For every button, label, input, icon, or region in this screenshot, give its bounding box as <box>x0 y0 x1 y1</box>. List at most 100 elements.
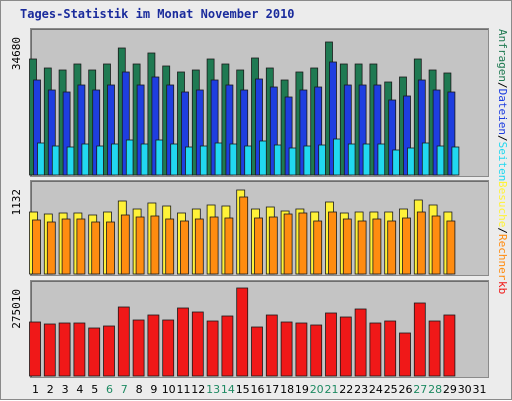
bar-rechner-day-17 <box>268 216 278 275</box>
x-tick-label-day-27: 27 <box>413 383 427 396</box>
bar-rechner-day-27 <box>416 211 426 275</box>
bar-kb-day-10 <box>162 319 175 377</box>
x-tick-label-day-17: 17 <box>265 383 279 396</box>
x-tick-label-day-15: 15 <box>236 383 250 396</box>
bar-dateien-day-2 <box>47 89 56 176</box>
x-tick-label-day-7: 7 <box>121 383 128 396</box>
bar-dateien-day-7 <box>121 71 130 176</box>
bar-kb-day-22 <box>339 316 352 377</box>
bar-kb-day-14 <box>221 315 234 377</box>
bar-dateien-day-14 <box>225 84 234 176</box>
bar-rechner-day-3 <box>61 218 71 275</box>
bar-kb-day-26 <box>399 332 411 377</box>
bar-seiten-day-10 <box>170 143 179 176</box>
x-tick-label-day-5: 5 <box>91 383 98 396</box>
bar-dateien-day-12 <box>195 89 204 176</box>
bar-kb-day-12 <box>191 311 204 377</box>
bar-rechner-day-20 <box>313 220 323 275</box>
x-tick-label-day-3: 3 <box>62 383 69 396</box>
x-tick-label-day-23: 23 <box>354 383 368 396</box>
bar-rechner-day-26 <box>402 217 411 275</box>
bar-kb-day-21 <box>325 312 337 377</box>
bar-dateien-day-18 <box>284 96 293 176</box>
bar-dateien-day-17 <box>269 86 278 176</box>
bar-kb-day-4 <box>73 322 86 377</box>
x-tick-label-day-14: 14 <box>221 383 235 396</box>
bar-dateien-day-19 <box>299 89 308 176</box>
bar-dateien-day-27 <box>417 79 426 176</box>
bar-dateien-day-23 <box>358 84 367 176</box>
bar-seiten-day-29 <box>451 146 460 176</box>
bar-rechner-day-22 <box>342 218 352 275</box>
bar-kb-day-18 <box>280 321 293 377</box>
x-tick-label-day-19: 19 <box>295 383 309 396</box>
bar-dateien-day-13 <box>210 79 219 176</box>
x-tick-label-day-4: 4 <box>76 383 83 396</box>
bar-kb-day-24 <box>369 322 382 377</box>
bar-rechner-day-18 <box>283 213 293 275</box>
bar-rechner-day-6 <box>106 221 115 275</box>
bar-dateien-day-8 <box>136 84 145 176</box>
legend-part: Rechner <box>496 234 509 281</box>
bar-rechner-day-24 <box>372 218 382 275</box>
bar-kb-day-25 <box>384 320 397 377</box>
x-tick-label-day-20: 20 <box>310 383 324 396</box>
bar-seiten-day-22 <box>347 143 356 176</box>
x-tick-label-day-30: 30 <box>458 383 472 396</box>
chart-title: Tages-Statistik im Monat November 2010 <box>20 7 295 21</box>
bar-rechner-day-5 <box>91 221 101 275</box>
bar-seiten-day-25 <box>392 149 401 176</box>
legend-part: / <box>496 82 509 89</box>
bar-seiten-day-17 <box>273 144 282 176</box>
bar-seiten-day-18 <box>288 147 297 176</box>
x-tick-label-day-18: 18 <box>280 383 294 396</box>
series-legend-bottom: kb <box>496 281 509 294</box>
bar-kb-day-9 <box>147 314 160 377</box>
bar-seiten-day-27 <box>421 142 430 176</box>
bar-kb-day-7 <box>117 306 130 377</box>
x-tick-label-day-26: 26 <box>399 383 413 396</box>
x-tick-label-day-2: 2 <box>47 383 54 396</box>
bar-dateien-day-29 <box>447 91 456 176</box>
legend-part: Seiten <box>496 142 509 182</box>
legend-part: / <box>496 227 509 234</box>
bar-dateien-day-20 <box>314 86 323 176</box>
legend-part: kb <box>496 281 509 294</box>
bar-seiten-day-15 <box>244 145 253 176</box>
y-tick-label: 34680 <box>10 37 23 70</box>
bar-kb-day-13 <box>206 320 219 377</box>
y-tick-label: 1132 <box>10 189 23 216</box>
bar-seiten-day-5 <box>96 145 105 176</box>
x-tick-label-day-28: 28 <box>428 383 442 396</box>
x-tick-label-day-12: 12 <box>191 383 205 396</box>
bar-seiten-day-2 <box>51 145 60 176</box>
bar-kb-day-5 <box>88 327 101 377</box>
bar-kb-day-2 <box>43 323 56 377</box>
x-tick-label-day-6: 6 <box>106 383 113 396</box>
series-legend-top: Anfragen/Dateien/Seiten <box>496 29 509 181</box>
bar-kb-day-19 <box>295 322 308 377</box>
bar-kb-day-6 <box>103 325 115 377</box>
bar-dateien-day-3 <box>62 91 71 176</box>
bar-seiten-day-12 <box>199 145 208 176</box>
series-legend-middle: Besuche/Rechner <box>496 181 509 281</box>
legend-part: Anfragen <box>496 29 509 82</box>
bar-seiten-day-13 <box>214 142 223 176</box>
bar-dateien-day-1 <box>33 79 41 176</box>
bar-kb-day-23 <box>354 308 367 377</box>
bar-seiten-day-4 <box>81 143 90 176</box>
bar-dateien-day-26 <box>403 95 411 176</box>
legend-part: Besuche <box>496 181 509 227</box>
x-tick-label-day-11: 11 <box>177 383 191 396</box>
bar-kb-day-20 <box>310 324 323 377</box>
bar-kb-day-8 <box>132 319 145 377</box>
x-tick-label-day-31: 31 <box>473 383 487 396</box>
bar-seiten-day-11 <box>185 146 193 176</box>
bar-seiten-day-9 <box>155 139 164 176</box>
bar-rechner-day-25 <box>387 220 397 275</box>
bar-dateien-day-10 <box>166 84 175 176</box>
bar-rechner-day-28 <box>431 215 441 275</box>
bar-rechner-day-16 <box>254 217 263 275</box>
bar-seiten-day-24 <box>377 143 386 176</box>
bar-seiten-day-14 <box>229 143 238 176</box>
